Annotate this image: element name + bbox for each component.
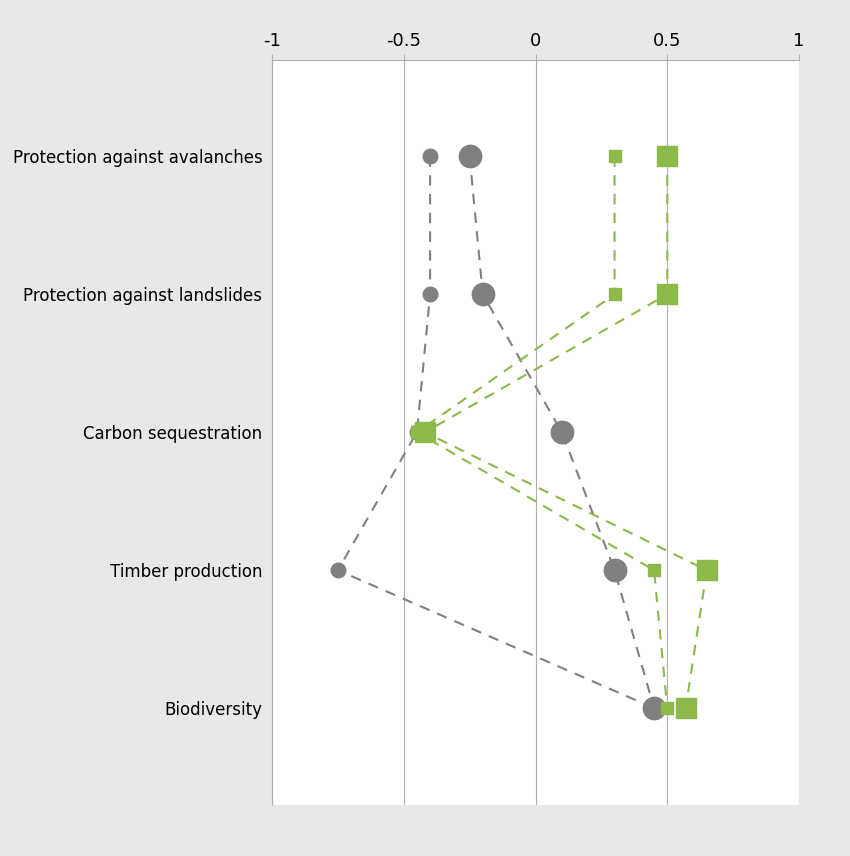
Point <box>679 701 693 715</box>
Point <box>608 563 621 577</box>
Point <box>476 288 490 301</box>
Point <box>331 563 345 577</box>
Point <box>462 150 476 163</box>
Point <box>423 150 437 163</box>
Point <box>608 288 621 301</box>
Point <box>648 701 661 715</box>
Point <box>648 701 661 715</box>
Point <box>423 288 437 301</box>
Point <box>660 150 674 163</box>
Point <box>648 563 661 577</box>
Point <box>418 425 432 439</box>
Point <box>608 150 621 163</box>
Point <box>660 701 674 715</box>
Point <box>555 425 569 439</box>
Point <box>410 425 423 439</box>
Point <box>700 563 713 577</box>
Point <box>660 288 674 301</box>
Point <box>410 425 423 439</box>
